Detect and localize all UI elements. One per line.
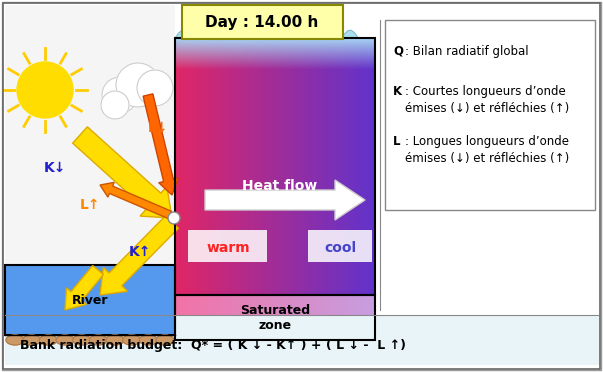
Text: Day : 14.00 h: Day : 14.00 h [205, 15, 319, 29]
Text: L↓: L↓ [148, 121, 168, 135]
Text: émises (↓) et réfléchies (↑): émises (↓) et réfléchies (↑) [405, 152, 569, 165]
Text: émises (↓) et réfléchies (↑): émises (↓) et réfléchies (↑) [405, 102, 569, 115]
Polygon shape [175, 30, 375, 38]
Text: : Courtes longueurs d’onde: : Courtes longueurs d’onde [405, 85, 566, 98]
Circle shape [168, 212, 180, 224]
Circle shape [101, 91, 129, 119]
Bar [5, 5, 175, 340]
Ellipse shape [73, 335, 90, 345]
Ellipse shape [89, 335, 107, 345]
Bar [175, 38, 375, 295]
Text: warm: warm [206, 241, 250, 255]
Ellipse shape [39, 335, 57, 345]
FancyBboxPatch shape [188, 230, 267, 262]
Ellipse shape [23, 335, 40, 345]
Polygon shape [100, 216, 178, 295]
Text: Q: Q [393, 45, 403, 58]
Bar [5, 315, 600, 365]
Text: : Bilan radiatif global: : Bilan radiatif global [405, 45, 529, 58]
Ellipse shape [6, 335, 24, 345]
Text: L: L [393, 135, 400, 148]
Polygon shape [100, 182, 172, 219]
Polygon shape [205, 180, 365, 220]
Polygon shape [65, 266, 103, 310]
Circle shape [116, 63, 160, 107]
FancyBboxPatch shape [308, 230, 372, 262]
Text: Bank radiation budget:  Q* = ( K ↓ - K↑ ) + ( L ↓ -  L ↑): Bank radiation budget: Q* = ( K ↓ - K↑ )… [20, 339, 406, 352]
Bar [385, 20, 595, 210]
Ellipse shape [122, 335, 140, 345]
Text: Heat flow: Heat flow [242, 179, 318, 193]
Ellipse shape [156, 335, 174, 345]
Ellipse shape [56, 335, 74, 345]
FancyBboxPatch shape [182, 5, 343, 39]
Polygon shape [143, 94, 178, 195]
Ellipse shape [139, 335, 157, 345]
Ellipse shape [106, 335, 124, 345]
Polygon shape [72, 127, 172, 218]
Text: Saturated
zone: Saturated zone [240, 304, 310, 332]
Text: cool: cool [324, 241, 356, 255]
Text: River: River [72, 294, 109, 307]
Bar [175, 295, 375, 340]
Circle shape [102, 77, 138, 113]
Text: L↑: L↑ [80, 198, 100, 212]
Text: K: K [393, 85, 402, 98]
Text: : Longues longueurs d’onde: : Longues longueurs d’onde [405, 135, 569, 148]
Circle shape [137, 70, 173, 106]
Text: K↑: K↑ [129, 245, 151, 259]
Text: K↓: K↓ [44, 161, 66, 175]
Circle shape [17, 62, 73, 118]
Bar [5, 265, 175, 335]
